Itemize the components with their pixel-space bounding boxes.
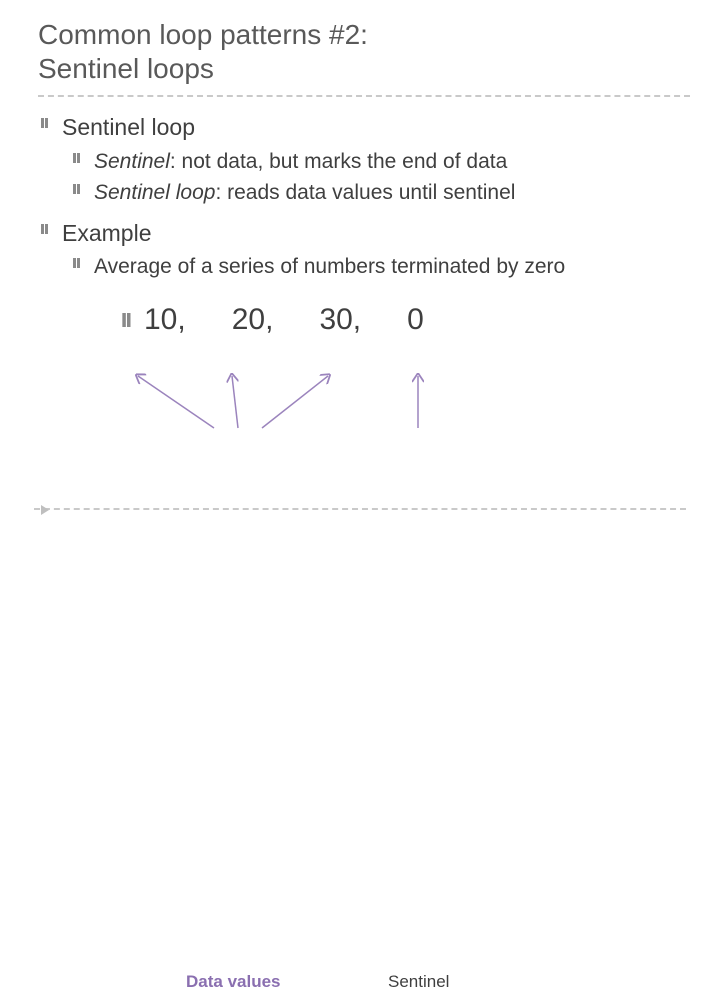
bullet-icon (70, 253, 84, 273)
data-values-label: Data values (186, 972, 281, 992)
bullet-icon (70, 179, 84, 199)
list-item: Sentinel: not data, but marks the end of… (70, 148, 690, 175)
title-line-2: Sentinel loops (38, 53, 214, 84)
item-text: Sentinel loop (62, 113, 195, 142)
number-value: 0 (407, 303, 424, 337)
item-text: Average of a series of numbers terminate… (94, 253, 565, 280)
list-item: Sentinel loop: reads data values until s… (70, 179, 690, 206)
numbers-row: 10, 20, 30, 0 (118, 303, 690, 337)
term: Sentinel loop (94, 181, 215, 204)
list-item: Example (38, 219, 690, 248)
list-item: Average of a series of numbers terminate… (70, 253, 690, 280)
number-value: 10, (144, 303, 186, 337)
slide: Common loop patterns #2: Sentinel loops … (0, 0, 720, 540)
number-value: 20, (232, 303, 274, 337)
footer-divider (34, 508, 686, 510)
bullet-icon (38, 219, 52, 239)
item-text: Sentinel: not data, but marks the end of… (94, 148, 507, 175)
title-line-1: Common loop patterns #2: (38, 19, 368, 50)
definition: : reads data values until sentinel (215, 181, 515, 204)
sentinel-label: Sentinel (388, 972, 449, 992)
item-text: Example (62, 219, 151, 248)
number-value: 30, (319, 303, 361, 337)
definition: : not data, but marks the end of data (170, 150, 507, 173)
term: Sentinel (94, 150, 170, 173)
bullet-icon (70, 148, 84, 168)
item-text: Sentinel loop: reads data values until s… (94, 179, 515, 206)
bullet-icon (118, 313, 136, 327)
list-item: Sentinel loop (38, 113, 690, 142)
slide-title: Common loop patterns #2: Sentinel loops (38, 18, 690, 85)
title-divider (38, 95, 690, 97)
bullet-icon (38, 113, 52, 133)
footer-marker-icon (38, 503, 52, 522)
